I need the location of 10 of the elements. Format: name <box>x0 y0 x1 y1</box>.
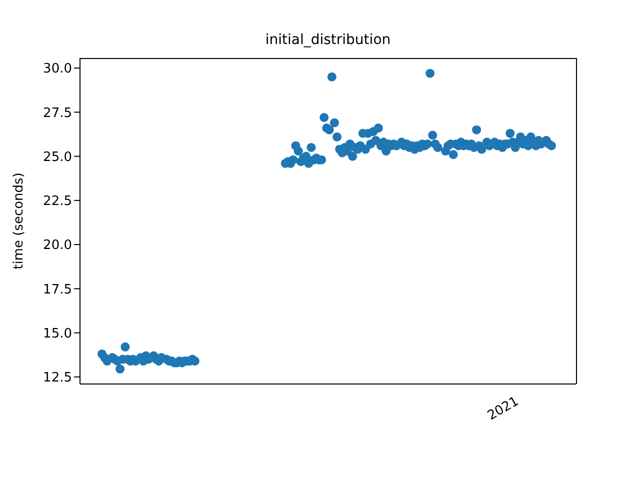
y-tick-label: 22.5 <box>43 194 72 210</box>
y-axis-title: time (seconds) <box>12 172 27 270</box>
chart-title: initial_distribution <box>264 32 392 48</box>
y-tick-label: 27.5 <box>43 106 72 121</box>
y-tick-label: 17.5 <box>43 282 72 298</box>
y-tick-label: 25.0 <box>43 150 72 165</box>
y-tick-label: 15.0 <box>43 326 72 342</box>
y-tick-label: 30.0 <box>43 62 72 77</box>
y-tick-label: 12.5 <box>43 370 72 386</box>
y-tick-label: 20.0 <box>43 238 72 254</box>
